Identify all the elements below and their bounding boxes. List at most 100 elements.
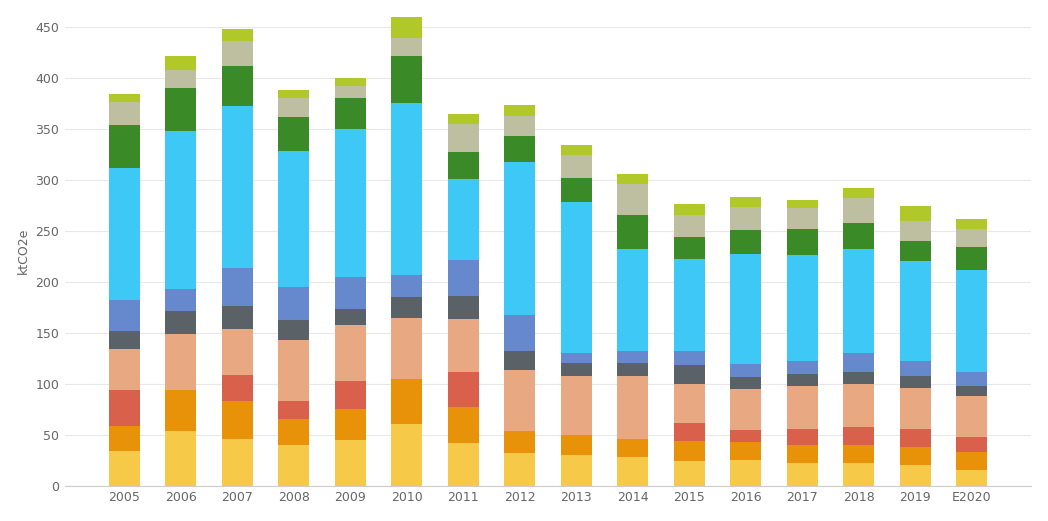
Bar	[730, 197, 761, 207]
Bar	[391, 317, 422, 379]
Bar	[787, 362, 817, 374]
Bar	[221, 41, 253, 66]
Bar	[900, 429, 931, 447]
Bar	[730, 389, 761, 430]
Bar	[391, 297, 422, 317]
Bar	[561, 376, 592, 435]
Bar	[334, 98, 366, 129]
Bar	[561, 364, 592, 376]
Bar	[561, 455, 592, 486]
Bar	[166, 334, 196, 390]
Bar	[844, 463, 874, 486]
Bar	[844, 427, 874, 445]
Bar	[447, 407, 479, 443]
Bar	[617, 457, 649, 486]
Bar	[730, 377, 761, 389]
Bar	[109, 349, 139, 390]
Bar	[221, 29, 253, 41]
Bar	[561, 178, 592, 202]
Bar	[957, 247, 987, 269]
Bar	[221, 401, 253, 439]
Bar	[391, 379, 422, 424]
Bar	[334, 440, 366, 486]
Bar	[334, 381, 366, 410]
Bar	[504, 116, 536, 136]
Bar	[674, 365, 705, 384]
Bar	[900, 362, 931, 376]
Bar	[109, 94, 139, 102]
Bar	[900, 376, 931, 388]
Bar	[674, 215, 705, 237]
Bar	[334, 78, 366, 86]
Bar	[957, 269, 987, 371]
Bar	[109, 125, 139, 168]
Bar	[504, 136, 536, 163]
Bar	[391, 56, 422, 103]
Bar	[787, 200, 817, 208]
Bar	[900, 262, 931, 362]
Bar	[900, 465, 931, 486]
Bar	[166, 131, 196, 289]
Bar	[787, 255, 817, 362]
Bar	[447, 318, 479, 371]
Bar	[334, 129, 366, 277]
Bar	[504, 351, 536, 369]
Bar	[787, 463, 817, 486]
Bar	[900, 447, 931, 465]
Bar	[957, 219, 987, 229]
Bar	[221, 306, 253, 329]
Bar	[391, 16, 422, 38]
Bar	[730, 364, 761, 377]
Bar	[166, 312, 196, 334]
Bar	[504, 163, 536, 316]
Bar	[166, 70, 196, 88]
Bar	[787, 208, 817, 229]
Bar	[957, 371, 987, 386]
Bar	[617, 215, 649, 249]
Bar	[278, 340, 309, 401]
Bar	[957, 437, 987, 452]
Bar	[730, 254, 761, 364]
Bar	[166, 431, 196, 486]
Bar	[730, 230, 761, 254]
Bar	[504, 369, 536, 431]
Bar	[674, 351, 705, 365]
Bar	[957, 396, 987, 437]
Bar	[447, 443, 479, 486]
Bar	[617, 376, 649, 439]
Bar	[617, 249, 649, 351]
Bar	[278, 117, 309, 151]
Bar	[844, 445, 874, 463]
Bar	[278, 90, 309, 98]
Bar	[561, 145, 592, 155]
Bar	[391, 275, 422, 297]
Bar	[844, 384, 874, 427]
Bar	[166, 56, 196, 70]
Bar	[561, 353, 592, 364]
Bar	[787, 229, 817, 255]
Bar	[787, 374, 817, 386]
Bar	[617, 173, 649, 184]
Bar	[447, 114, 479, 124]
Bar	[391, 103, 422, 275]
Bar	[447, 296, 479, 318]
Bar	[334, 277, 366, 309]
Bar	[109, 300, 139, 331]
Bar	[617, 364, 649, 376]
Bar	[109, 102, 139, 125]
Bar	[447, 124, 479, 152]
Bar	[674, 259, 705, 351]
Bar	[844, 188, 874, 198]
Bar	[278, 419, 309, 445]
Bar	[278, 287, 309, 319]
Bar	[674, 204, 705, 215]
Bar	[221, 66, 253, 106]
Bar	[900, 206, 931, 220]
Bar	[900, 388, 931, 429]
Bar	[561, 155, 592, 178]
Bar	[844, 249, 874, 353]
Bar	[221, 268, 253, 306]
Bar	[221, 329, 253, 375]
Bar	[844, 222, 874, 249]
Bar	[334, 309, 366, 325]
